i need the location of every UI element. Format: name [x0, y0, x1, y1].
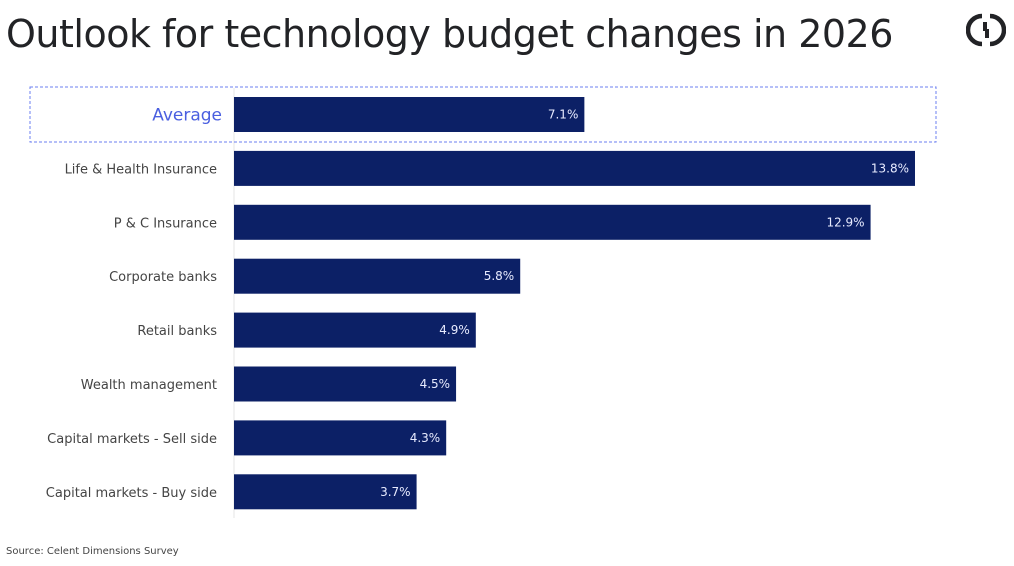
category-label: Average: [152, 106, 222, 126]
source-note: Source: Celent Dimensions Survey: [6, 546, 179, 557]
celent-logo-icon: [966, 13, 1006, 47]
category-label: Retail banks: [137, 324, 217, 339]
value-label: 3.7%: [380, 485, 411, 499]
category-label: Capital markets - Sell side: [47, 432, 217, 447]
value-label: 13.8%: [871, 161, 909, 175]
value-label: 4.3%: [410, 431, 441, 445]
bar-6: [234, 420, 447, 456]
value-label: 4.9%: [439, 323, 470, 337]
bar-5: [234, 366, 457, 402]
bar-1: [234, 150, 915, 186]
bar-4: [234, 312, 476, 348]
category-label: Corporate banks: [109, 270, 217, 285]
bar-2: [234, 204, 871, 240]
category-label: Life & Health Insurance: [65, 162, 217, 177]
value-label: 5.8%: [484, 269, 515, 283]
value-label: 12.9%: [826, 215, 864, 229]
bar-7: [234, 474, 417, 510]
category-label: Wealth management: [81, 378, 217, 393]
average-highlight-box: [29, 86, 937, 143]
value-label: 7.1%: [548, 108, 579, 122]
category-label: P & C Insurance: [114, 216, 217, 231]
bar-0: [234, 97, 585, 132]
value-label: 4.5%: [420, 377, 451, 391]
category-label: Capital markets - Buy side: [46, 486, 217, 501]
page-title: Outlook for technology budget changes in…: [6, 12, 893, 56]
bar-3: [234, 258, 521, 294]
